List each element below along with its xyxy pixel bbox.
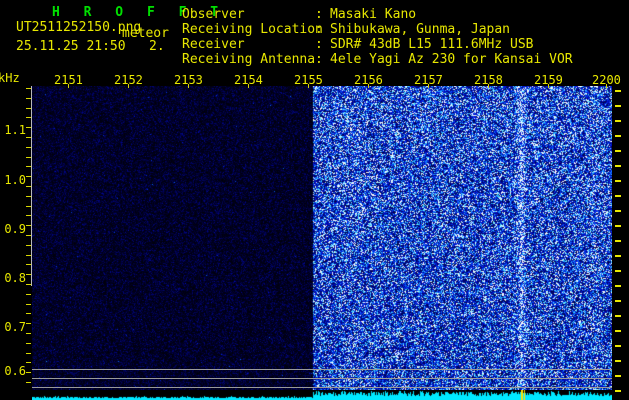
y-axis-minor-tick: [26, 343, 31, 344]
right-axis-tick: [615, 120, 621, 122]
y-axis-tick-label: 0.7: [0, 321, 26, 333]
y-axis-minor-tick: [26, 225, 31, 226]
right-axis-tick: [615, 390, 621, 392]
info-colon: :: [315, 38, 323, 51]
horizontal-gridline: [32, 378, 612, 379]
info-colon: :: [315, 23, 323, 36]
right-axis-tick: [615, 330, 621, 332]
info-colon: :: [315, 53, 323, 66]
info-value: Shibukawa, Gunma, Japan: [330, 23, 510, 36]
info-row-receiver: Receiver : SDR# 43dB L15 111.6MHz USB: [182, 38, 245, 51]
y-axis-minor-tick: [26, 137, 31, 138]
datetime-label: 25.11.25 21:50 2.: [16, 40, 165, 53]
x-axis-tick: [308, 84, 309, 88]
right-axis-tick: [615, 105, 621, 107]
right-axis-tick: [615, 135, 621, 137]
y-axis-minor-tick: [26, 255, 31, 256]
y-axis-tick-label: 1.1: [0, 124, 26, 136]
right-axis-tick: [615, 360, 621, 362]
x-axis-tick: [488, 84, 489, 88]
right-axis-tick: [615, 345, 621, 347]
x-axis-tick: [248, 84, 249, 88]
y-axis-minor-tick: [26, 157, 31, 158]
info-key: Receiving Location: [182, 23, 323, 36]
info-row-receiving-antenna: Receiving Antenna : 4ele Yagi Az 230 for…: [182, 53, 245, 66]
info-row-observer: Observer : Masaki Kano: [182, 8, 245, 21]
y-axis-line: [31, 86, 32, 286]
y-axis-minor-tick: [26, 127, 31, 128]
right-axis-tick: [615, 195, 621, 197]
right-axis-tick: [615, 375, 621, 377]
info-block: Observer : Masaki Kano Receiving Locatio…: [182, 8, 245, 68]
y-axis-minor-tick: [26, 323, 31, 324]
y-axis-minor-tick: [26, 186, 31, 187]
y-axis-minor-tick: [26, 313, 31, 314]
hrofft-window: H R O F F T UT2511252150.png meteor 25.1…: [0, 0, 629, 400]
y-axis-minor-tick: [26, 88, 31, 89]
right-axis-tick: [615, 300, 621, 302]
y-axis-minor-tick: [26, 98, 31, 99]
x-axis-tick: [128, 84, 129, 88]
x-axis-tick: [188, 84, 189, 88]
y-axis-unit-label: kHz: [0, 72, 20, 84]
spectrogram-panel: kHz 2151 2152 2153 2154 2155 2156 2157 2158 2159…: [0, 70, 629, 400]
horizontal-gridline: [32, 387, 612, 388]
info-colon: :: [315, 8, 323, 21]
right-axis-tick: [615, 165, 621, 167]
y-axis-minor-tick: [26, 333, 31, 334]
right-axis-tick: [615, 255, 621, 257]
info-key: Receiver: [182, 38, 245, 51]
y-axis-minor-tick: [26, 264, 31, 265]
x-axis-tick: [368, 84, 369, 88]
y-axis-minor-tick: [26, 166, 31, 167]
y-axis-tick-label: 1.0: [0, 174, 26, 186]
y-axis-minor-tick: [26, 245, 31, 246]
right-axis-tick: [615, 210, 621, 212]
y-axis-minor-tick: [26, 147, 31, 148]
right-axis-tick: [615, 150, 621, 152]
y-axis-minor-tick: [26, 117, 31, 118]
y-axis-minor-tick: [26, 196, 31, 197]
info-value: 4ele Yagi Az 230 for Kansai VOR: [330, 53, 573, 66]
info-value: Masaki Kano: [330, 8, 416, 21]
signal-level-waveform: [32, 390, 612, 400]
y-axis-tick-label: 0.9: [0, 223, 26, 235]
right-axis-tick: [615, 180, 621, 182]
y-axis-tick-label: 0.8: [0, 272, 26, 284]
right-axis-tick: [615, 270, 621, 272]
x-axis-tick: [428, 84, 429, 88]
x-axis-tick: [68, 84, 69, 88]
info-key: Receiving Antenna: [182, 53, 315, 66]
y-axis-minor-tick: [26, 274, 31, 275]
info-row-receiving-location: Receiving Location : Shibukawa, Gunma, J…: [182, 23, 245, 36]
y-axis-minor-tick: [26, 362, 31, 363]
y-axis-minor-tick: [26, 176, 31, 177]
spectrogram-image[interactable]: [32, 86, 612, 392]
right-axis-tick: [615, 315, 621, 317]
right-axis-tick: [615, 225, 621, 227]
y-axis-minor-tick: [26, 108, 31, 109]
y-axis-minor-tick: [26, 284, 31, 285]
horizontal-gridline: [32, 369, 612, 370]
right-axis-tick: [615, 240, 621, 242]
y-axis-minor-tick: [26, 215, 31, 216]
info-value: SDR# 43dB L15 111.6MHz USB: [330, 38, 534, 51]
header-panel: H R O F F T UT2511252150.png meteor 25.1…: [0, 0, 629, 70]
y-axis-minor-tick: [26, 206, 31, 207]
y-axis-minor-tick: [26, 372, 31, 373]
x-axis-tick: [548, 84, 549, 88]
y-axis-minor-tick: [26, 294, 31, 295]
y-axis-tick-label: 0.6: [0, 365, 26, 377]
right-axis-tick: [615, 285, 621, 287]
info-key: Observer: [182, 8, 245, 21]
y-axis-minor-tick: [26, 382, 31, 383]
y-axis-minor-tick: [26, 235, 31, 236]
x-axis-tick: [606, 84, 607, 88]
right-axis-tick: [615, 90, 621, 92]
y-axis-minor-tick: [26, 353, 31, 354]
y-axis-minor-tick: [26, 304, 31, 305]
